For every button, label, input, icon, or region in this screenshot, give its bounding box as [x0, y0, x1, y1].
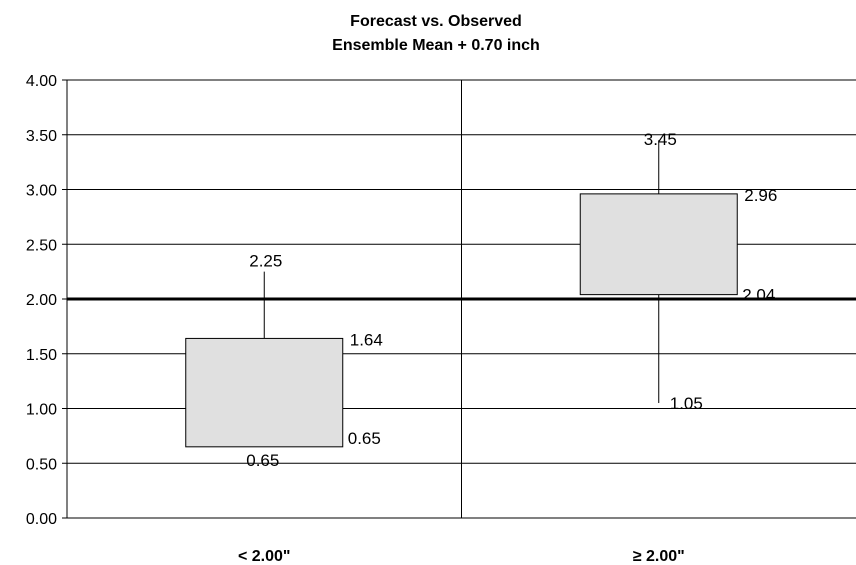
y-tick-label: 1.00 — [26, 402, 57, 419]
min-label: 0.65 — [246, 451, 279, 470]
chart-title: Forecast vs. Observed — [350, 13, 522, 30]
chart-subtitle: Ensemble Mean + 0.70 inch — [332, 37, 540, 54]
max-label: 2.25 — [249, 252, 282, 271]
y-tick-label: 1.50 — [26, 347, 57, 364]
y-tick-label: 2.50 — [26, 237, 57, 254]
y-tick-label: 0.50 — [26, 456, 57, 473]
y-tick-label: 3.50 — [26, 128, 57, 145]
q1-label: 0.65 — [348, 429, 381, 448]
max-label: 3.45 — [644, 130, 677, 149]
y-tick-label: 0.00 — [26, 511, 57, 528]
y-tick-label: 4.00 — [26, 73, 57, 90]
box — [185, 337, 344, 448]
y-tick-label: 2.00 — [26, 292, 57, 309]
category-label: < 2.00" — [238, 548, 291, 565]
q3-label: 2.96 — [744, 186, 777, 205]
box — [579, 193, 738, 296]
y-tick-label: 3.00 — [26, 183, 57, 200]
plot-area: 0.00 0.50 1.00 1.50 2.00 2.50 3.00 3.50 4.00 < 2.… — [26, 73, 856, 565]
q3-label: 1.64 — [350, 330, 383, 349]
q1-label: 2.04 — [742, 286, 775, 305]
category-label: ≥ 2.00" — [633, 548, 685, 565]
min-label: 1.05 — [670, 394, 703, 413]
